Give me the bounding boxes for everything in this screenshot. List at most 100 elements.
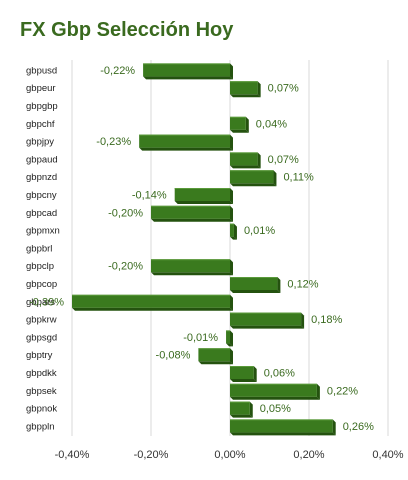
- bar-bottom: [230, 432, 336, 436]
- bar: [151, 259, 230, 273]
- bar: [230, 312, 302, 326]
- x-tick-label: 0,40%: [372, 449, 403, 461]
- category-label: gbpchf: [26, 119, 55, 130]
- category-label: gbpgbp: [26, 101, 58, 112]
- chart-title: FX Gbp Selección Hoy: [20, 19, 234, 41]
- bar: [143, 63, 230, 77]
- bar: [230, 277, 278, 290]
- bar: [198, 348, 230, 362]
- data-label: 0,07%: [268, 83, 299, 95]
- bar-bottom: [139, 147, 233, 151]
- bar-bottom: [72, 307, 233, 311]
- data-label: -0,39%: [29, 296, 64, 308]
- category-label: gbpeur: [26, 83, 56, 94]
- data-label: -0,23%: [96, 136, 131, 148]
- bar-bottom: [226, 343, 233, 347]
- bar-side: [245, 116, 249, 133]
- bar-side: [230, 259, 233, 276]
- bar-side: [316, 383, 320, 400]
- data-label: -0,20%: [108, 207, 143, 219]
- data-label: 0,04%: [256, 118, 287, 130]
- bar: [72, 294, 230, 308]
- bar: [230, 152, 258, 166]
- data-label: 0,12%: [287, 279, 318, 291]
- bar-side: [277, 277, 281, 293]
- bar-side: [249, 401, 253, 418]
- x-tick-label: -0,40%: [55, 449, 90, 461]
- bar-side: [230, 330, 233, 347]
- bar-bottom: [198, 361, 233, 365]
- bar-side: [230, 294, 233, 311]
- category-label: gbpsek: [26, 386, 57, 397]
- bar-side: [332, 419, 336, 436]
- data-label: 0,06%: [264, 368, 295, 380]
- category-label: gbpbrl: [26, 243, 52, 254]
- bar-bottom: [174, 201, 233, 204]
- bar-bottom: [143, 76, 233, 80]
- bar-side: [230, 188, 233, 204]
- data-label: 0,07%: [268, 154, 299, 166]
- data-label: 0,26%: [343, 421, 374, 433]
- bar: [174, 188, 230, 201]
- bar-side: [230, 205, 233, 222]
- bar: [230, 223, 234, 237]
- x-tick-label: -0,20%: [134, 449, 169, 461]
- data-label: -0,01%: [183, 332, 218, 344]
- bar: [230, 383, 317, 397]
- data-label: -0,08%: [156, 350, 191, 362]
- category-label: gbpaud: [26, 154, 58, 165]
- data-label: -0,20%: [108, 261, 143, 273]
- data-label: -0,22%: [100, 65, 135, 77]
- bar-side: [230, 134, 233, 151]
- category-label: gbpusd: [26, 65, 57, 76]
- data-label: -0,14%: [132, 190, 167, 202]
- category-label: gbpclp: [26, 261, 54, 272]
- bar-bottom: [230, 325, 305, 329]
- category-label: gbpdkk: [26, 368, 57, 379]
- category-label: gbpcny: [26, 190, 57, 201]
- bar: [230, 366, 254, 379]
- bar: [230, 170, 274, 184]
- bar-bottom: [230, 129, 249, 133]
- bar: [139, 134, 230, 148]
- bar: [230, 116, 246, 130]
- data-label: 0,22%: [327, 385, 358, 397]
- bar: [230, 401, 250, 415]
- bar-bottom: [230, 183, 277, 187]
- x-tick-label: 0,00%: [214, 449, 245, 461]
- data-label: 0,18%: [311, 314, 342, 326]
- bar-bottom: [230, 414, 253, 418]
- bar: [230, 419, 333, 433]
- bar-bottom: [151, 272, 233, 276]
- bar-side: [230, 348, 233, 365]
- bar-bottom: [230, 396, 320, 400]
- bar-side: [233, 223, 237, 240]
- bar: [230, 81, 258, 95]
- bar: [226, 330, 230, 344]
- category-label: gbpcop: [26, 279, 57, 290]
- bar-bottom: [230, 165, 261, 169]
- data-label: 0,05%: [260, 403, 291, 415]
- data-label: 0,11%: [283, 172, 314, 184]
- bar-side: [257, 81, 261, 98]
- data-label: 0,01%: [244, 225, 275, 237]
- x-tick-label: 0,20%: [293, 449, 324, 461]
- category-label: gbpkrw: [26, 315, 57, 326]
- category-label: gbptry: [26, 350, 53, 361]
- bar-bottom: [151, 218, 233, 222]
- bar-side: [230, 63, 233, 80]
- category-label: gbppln: [26, 421, 55, 432]
- bar-side: [273, 170, 277, 187]
- bar-bottom: [230, 94, 261, 98]
- category-label: gbpars: [26, 297, 55, 308]
- bar-bottom: [230, 379, 257, 382]
- category-label: gbpnok: [26, 404, 57, 415]
- category-label: gbpcad: [26, 208, 57, 219]
- category-label: gbpsgd: [26, 332, 57, 343]
- category-label: gbpmxn: [26, 226, 60, 237]
- bar-side: [253, 366, 257, 382]
- bar-bottom: [230, 236, 237, 240]
- bar: [151, 205, 230, 219]
- bar-side: [257, 152, 261, 169]
